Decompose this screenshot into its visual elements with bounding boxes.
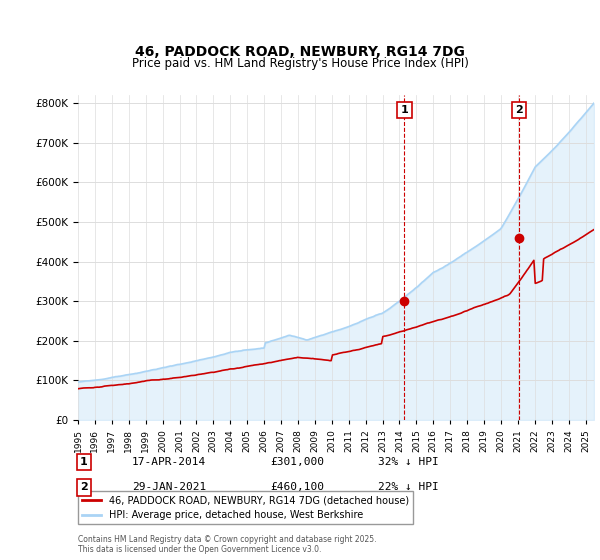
Text: 2: 2	[515, 105, 523, 115]
Text: 17-APR-2014: 17-APR-2014	[132, 457, 206, 467]
Legend: 46, PADDOCK ROAD, NEWBURY, RG14 7DG (detached house), HPI: Average price, detach: 46, PADDOCK ROAD, NEWBURY, RG14 7DG (det…	[78, 492, 413, 524]
Text: 22% ↓ HPI: 22% ↓ HPI	[378, 482, 439, 492]
Text: £460,100: £460,100	[270, 482, 324, 492]
Text: £301,000: £301,000	[270, 457, 324, 467]
Text: 1: 1	[80, 457, 88, 467]
Text: 29-JAN-2021: 29-JAN-2021	[132, 482, 206, 492]
Text: 1: 1	[400, 105, 408, 115]
Text: Contains HM Land Registry data © Crown copyright and database right 2025.
This d: Contains HM Land Registry data © Crown c…	[78, 535, 377, 554]
Text: 32% ↓ HPI: 32% ↓ HPI	[378, 457, 439, 467]
Text: Price paid vs. HM Land Registry's House Price Index (HPI): Price paid vs. HM Land Registry's House …	[131, 57, 469, 70]
Text: 46, PADDOCK ROAD, NEWBURY, RG14 7DG: 46, PADDOCK ROAD, NEWBURY, RG14 7DG	[135, 45, 465, 59]
Text: 2: 2	[80, 482, 88, 492]
